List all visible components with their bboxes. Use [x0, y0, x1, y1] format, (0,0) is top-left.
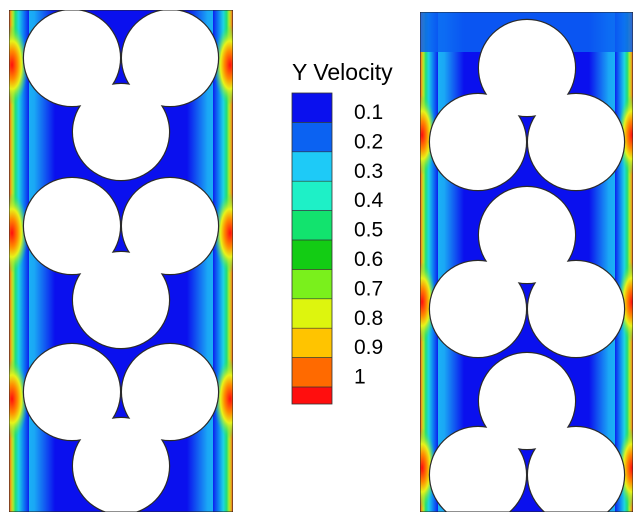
- velocity-hotspot: [9, 359, 28, 439]
- particle-lobe: [24, 10, 120, 106]
- legend-swatch: [292, 210, 332, 240]
- legend-swatch: [292, 122, 332, 152]
- particle-cluster: [22, 176, 220, 350]
- particle-lobe: [24, 344, 120, 440]
- legend-swatch: [292, 328, 332, 358]
- particle-lobe: [73, 252, 169, 348]
- particle-lobe: [479, 187, 575, 283]
- legend-frame: [291, 92, 333, 405]
- velocity-hotspot: [9, 25, 28, 105]
- particle-cluster: [428, 18, 626, 192]
- right-panel: [420, 12, 633, 512]
- legend-label: 0.1: [354, 101, 383, 124]
- legend-swatch: [292, 151, 332, 182]
- legend-swatch: [292, 93, 332, 123]
- legend-title: Y Velocity: [292, 59, 393, 85]
- particle-lobe: [430, 261, 526, 357]
- particle-lobe: [122, 10, 218, 106]
- particle-lobe: [73, 84, 169, 180]
- velocity-hotspot: [214, 25, 233, 105]
- left-panel: [9, 10, 233, 512]
- legend-swatch: [292, 387, 332, 404]
- particle-cluster: [428, 351, 626, 512]
- particle-lobe: [24, 178, 120, 274]
- particle-cluster: [22, 342, 220, 512]
- legend-label: 0.3: [354, 160, 383, 183]
- legend-label: 0.9: [354, 336, 383, 359]
- legend-label: 0.7: [354, 277, 383, 300]
- velocity-hotspot: [214, 359, 233, 439]
- velocity-hotspot: [9, 193, 28, 273]
- legend-label: 0.6: [354, 248, 383, 271]
- legend-swatch: [292, 357, 332, 387]
- particle-lobe: [430, 94, 526, 190]
- legend-swatch: [292, 181, 332, 211]
- legend-label: 0.8: [354, 307, 383, 330]
- particle-lobe: [528, 94, 624, 190]
- velocity-hotspot: [214, 193, 233, 273]
- legend-swatches: [291, 92, 333, 405]
- legend-label: 1: [354, 366, 366, 389]
- legend-swatch: [292, 298, 332, 329]
- particle-lobe: [430, 427, 526, 512]
- legend-labels: 0.1 0.2 0.3 0.4 0.5 0.6 0.7 0.8 0.9 1: [354, 101, 384, 389]
- legend-label: 0.5: [354, 219, 383, 242]
- particle-lobe: [528, 261, 624, 357]
- particle-lobe: [479, 353, 575, 449]
- particle-lobe: [528, 427, 624, 512]
- particle-cluster: [428, 185, 626, 359]
- legend-label: 0.2: [354, 130, 383, 153]
- legend-swatch: [292, 240, 332, 270]
- legend-label: 0.4: [354, 189, 384, 212]
- particle-cluster: [22, 10, 220, 182]
- particle-lobe: [122, 344, 218, 440]
- legend-swatch: [292, 269, 332, 299]
- particle-lobe: [479, 20, 575, 116]
- particle-lobe: [73, 418, 169, 512]
- color-legend: Y Velocity 0.1 0.2 0.3 0.4 0.5 0.6 0.7 0.8 0.9 1: [291, 59, 393, 405]
- particle-lobe: [122, 178, 218, 274]
